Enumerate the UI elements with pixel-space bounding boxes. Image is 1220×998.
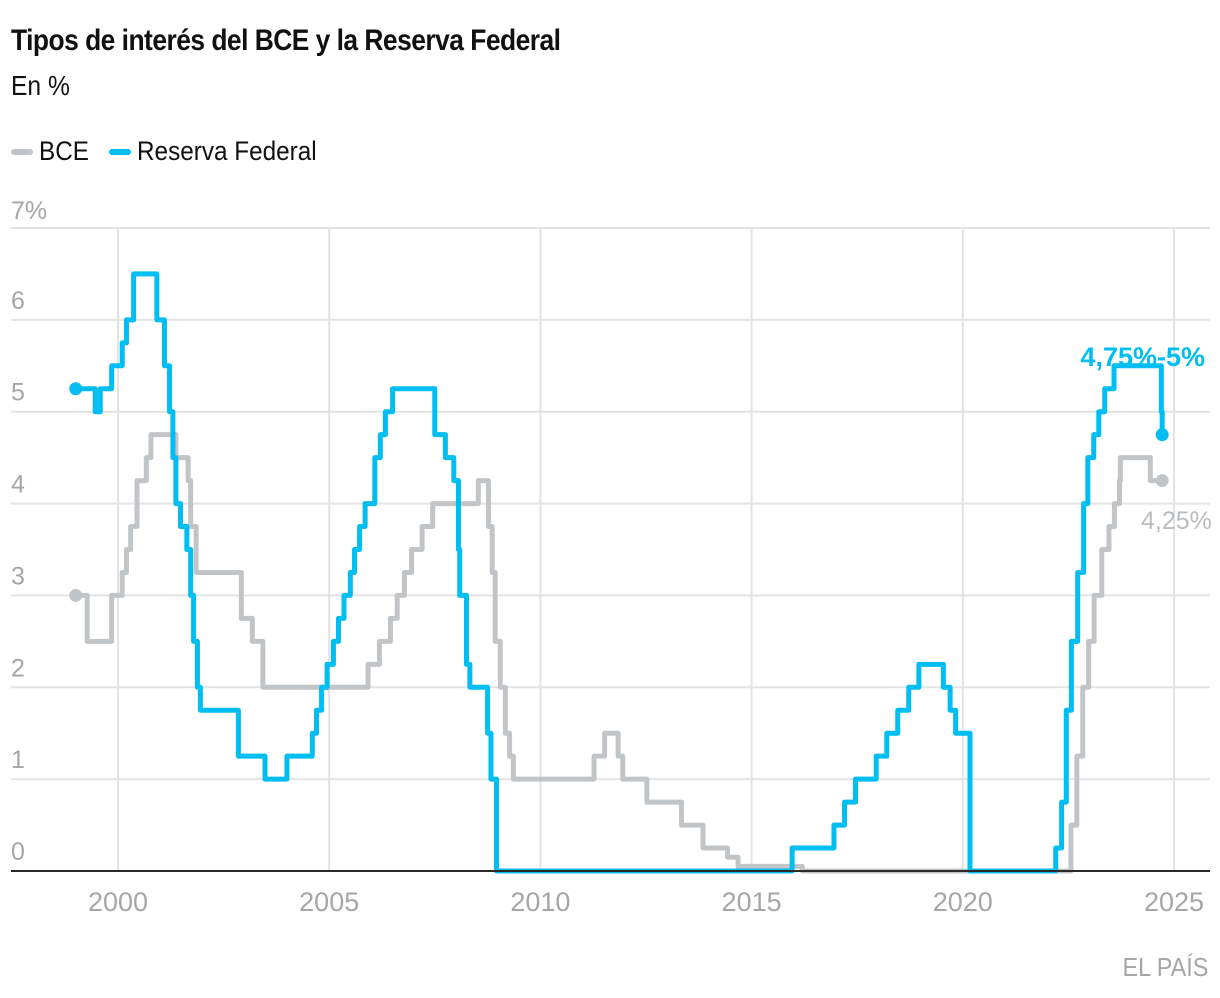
source-credit: EL PAÍS: [1122, 952, 1208, 982]
legend-swatch-fed: [108, 148, 131, 155]
series-line-fed: [73, 271, 1165, 874]
series-line-bce: [73, 432, 1165, 874]
x-tick-label: 2025: [1144, 887, 1204, 917]
end-marker-fed: [1155, 428, 1169, 442]
y-tick-label: 1: [11, 746, 25, 774]
start-marker-bce: [69, 588, 83, 602]
y-tick-label: 3: [11, 562, 25, 590]
chart-plot: 0 1 2 3 4 5 6 7% 2000 2005 2010 2015 2020 2025 4,75%-5…: [11, 197, 1212, 917]
legend-swatch-bce: [11, 148, 33, 155]
end-label-fed: 4,75%-5%: [1080, 342, 1205, 372]
legend-item-bce: BCE: [11, 136, 95, 167]
x-tick-label: 2015: [722, 887, 782, 917]
x-tick-label: 2005: [299, 887, 359, 917]
legend-label-bce: BCE: [39, 136, 89, 166]
y-tick-label: 0: [11, 838, 25, 866]
y-tick-label: 5: [11, 379, 25, 407]
legend-item-fed: Reserva Federal: [108, 136, 337, 167]
end-marker-bce: [1155, 474, 1169, 488]
chart-subtitle: En %: [11, 70, 70, 101]
x-tick-label: 2010: [510, 887, 570, 917]
x-tick-label: 2020: [933, 887, 993, 917]
end-label-bce: 4,25%: [1141, 507, 1212, 535]
x-tick-label: 2000: [88, 887, 148, 917]
y-tick-label: 2: [11, 654, 25, 682]
y-tick-label: 7%: [11, 197, 47, 225]
legend-label-fed: Reserva Federal: [136, 136, 317, 166]
legend: BCE Reserva Federal: [11, 136, 350, 167]
chart-title: Tipos de interés del BCE y la Reserva Fe…: [11, 24, 561, 57]
y-tick-label: 6: [11, 287, 25, 315]
y-tick-label: 4: [11, 471, 25, 499]
start-marker-fed: [69, 382, 83, 396]
